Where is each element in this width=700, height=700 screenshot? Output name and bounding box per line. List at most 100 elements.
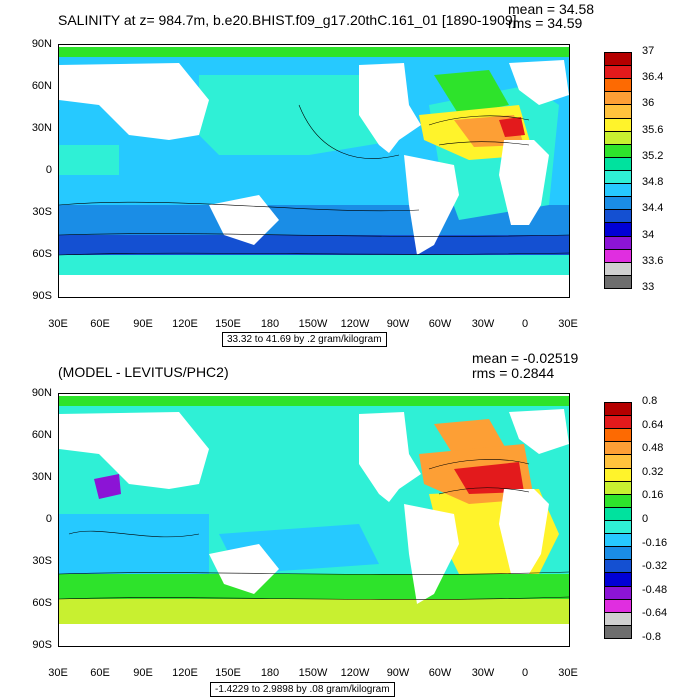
colorbar-swatch <box>604 91 632 106</box>
colorbar-swatch <box>604 235 632 250</box>
mean-value: mean = 34.58 <box>508 1 595 17</box>
arabian-sea-region <box>94 474 121 499</box>
x-tick-label: 90E <box>133 667 153 679</box>
x-tick-label: 90W <box>386 318 410 330</box>
contour-line <box>428 115 530 126</box>
europe <box>509 60 569 105</box>
colorbar-label: 0.16 <box>642 489 664 502</box>
colorbar-label: 36.4 <box>642 71 664 84</box>
colorbar-label: -0.32 <box>642 560 668 573</box>
y-tick-label: 0 <box>45 513 52 525</box>
x-tick-label: 150W <box>298 667 328 679</box>
colorbar-label: 0.32 <box>642 465 664 478</box>
x-tick-label: 60E <box>90 318 110 330</box>
colorbar-label: 0.64 <box>642 418 664 431</box>
x-tick-label: 120W <box>340 667 370 679</box>
y-tick-label: 60N <box>31 80 52 92</box>
y-tick-label: 90S <box>32 639 52 651</box>
colorbar-label: 34.8 <box>642 176 664 189</box>
y-tick-label: 30S <box>32 206 52 218</box>
colorbar-swatch <box>604 209 632 224</box>
colorbar-swatch <box>604 533 632 548</box>
contour-info: -1.4229 to 2.9898 by .08 gram/kilogram <box>210 682 395 697</box>
colorbar-label: 0 <box>642 513 649 525</box>
rms-value: rms = 34.59 <box>508 15 583 31</box>
colorbar-swatch <box>604 428 632 443</box>
colorbar-swatch <box>604 611 632 626</box>
colorbar-label: 35.6 <box>642 123 664 136</box>
colorbar-label: 0.48 <box>642 442 664 455</box>
southern-band-3 <box>59 255 569 275</box>
x-tick-label: 150E <box>215 667 241 679</box>
mean-value: mean = -0.02519 <box>472 350 579 366</box>
contour-line <box>428 459 530 470</box>
colorbar-swatch <box>604 52 632 67</box>
contour-line <box>59 596 569 600</box>
contour-line <box>438 487 530 495</box>
colorbar-label: 33.6 <box>642 254 664 267</box>
contour-info: 33.32 to 41.69 by .2 gram/kilogram <box>222 332 387 347</box>
colorbar-swatch <box>604 598 632 613</box>
africa <box>499 489 549 574</box>
x-tick-label: 30W <box>471 667 495 679</box>
colorbar-swatch <box>604 274 632 289</box>
colorbar-swatch <box>604 65 632 80</box>
colorbar-label: 33 <box>642 281 655 293</box>
arctic-strip <box>59 47 569 57</box>
x-tick-label: 30E <box>48 318 68 330</box>
australia <box>209 195 279 245</box>
colorbar-swatch <box>604 104 632 119</box>
x-tick-label: 150W <box>298 318 328 330</box>
contour-line <box>59 233 569 237</box>
difference-map-canvas <box>59 394 569 646</box>
y-tick-label: 30N <box>31 471 52 483</box>
x-tick-label: 120E <box>172 318 198 330</box>
colorbar-label: 0.8 <box>642 395 658 407</box>
colorbar-swatch <box>604 170 632 185</box>
colorbar-swatch <box>604 441 632 456</box>
south-america <box>404 155 459 255</box>
contour-line <box>59 201 420 212</box>
y-tick-label: 90N <box>31 387 52 399</box>
southern-band-2 <box>59 599 569 624</box>
colorbar-swatch <box>604 506 632 521</box>
x-tick-label: 90E <box>133 318 153 330</box>
x-tick-label: 30E <box>48 667 68 679</box>
colorbar-swatch <box>604 183 632 198</box>
x-tick-label: 30W <box>471 318 495 330</box>
difference-panel: (MODEL - LEVITUS/PHC2) mean = -0.02519 r… <box>0 350 700 700</box>
salinity-map <box>58 44 570 298</box>
antarctica <box>59 624 569 646</box>
colorbar-swatch <box>604 585 632 600</box>
y-tick-label: 60S <box>32 248 52 260</box>
y-tick-label: 30S <box>32 555 52 567</box>
colorbar-swatch <box>604 572 632 587</box>
colorbar-swatch <box>604 520 632 535</box>
colorbar-label: -0.16 <box>642 536 668 549</box>
atlantic-hot-region <box>499 117 525 137</box>
colorbar-swatch <box>604 493 632 508</box>
north-america <box>359 63 421 153</box>
contour-line <box>438 141 530 146</box>
colorbar-label: -0.64 <box>642 607 668 620</box>
contour-line <box>59 252 569 256</box>
colorbar: 0.8 0.64 0.48 0.32 0.16 0 -0.16 -0.32 -0.48 -0.64… <box>604 395 667 643</box>
eurasia <box>59 63 209 140</box>
colorbar-swatch <box>604 454 632 469</box>
southern-band-2 <box>59 235 569 255</box>
y-tick-label: 60N <box>31 429 52 441</box>
colorbar-label: 36 <box>642 97 655 110</box>
atlantic-core-region <box>454 462 524 494</box>
x-tick-label: 150E <box>215 318 241 330</box>
y-tick-label: 30N <box>31 122 52 134</box>
colorbar-label: -0.8 <box>642 631 661 643</box>
australia <box>209 544 279 594</box>
colorbar-label: -0.48 <box>642 583 668 596</box>
x-tick-label: 60W <box>428 667 452 679</box>
salinity-panel: SALINITY at z= 984.7m, b.e20.BHIST.f09_g… <box>31 1 664 347</box>
eurasia <box>59 412 209 489</box>
x-tick-label: 120W <box>340 318 370 330</box>
x-tick-label: 0 <box>521 318 529 330</box>
colorbar-swatch <box>604 261 632 276</box>
indian-tropic-region <box>59 145 119 175</box>
